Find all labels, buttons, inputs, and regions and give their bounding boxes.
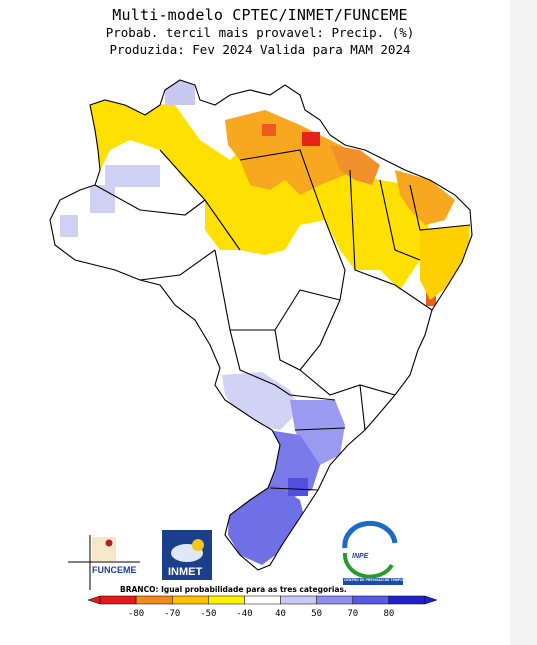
- colorbar-tick-label: -80: [128, 609, 144, 619]
- colorbar-swatch: [99, 595, 137, 605]
- colorbar-tick-label: -50: [200, 609, 216, 619]
- colorbar-swatch: [135, 595, 173, 605]
- colorbar-arrow-right: [424, 595, 438, 605]
- colorbar-arrow-left: [87, 595, 101, 605]
- inmet-label: INMET: [168, 566, 203, 578]
- colorbar-swatch: [352, 595, 390, 605]
- inpe-sublabel: CENTRO DE PREVISAO DE TEMPO: [344, 578, 403, 582]
- inmet-logo: [162, 530, 212, 580]
- page-edge: [510, 0, 537, 645]
- map-title: Multi-modelo CPTEC/INMET/FUNCEME: [112, 6, 408, 24]
- state-boundaries: [49, 79, 473, 571]
- colorbar-tick-label: 80: [383, 609, 394, 619]
- colorbar-swatch: [244, 595, 281, 605]
- inpe-label: INPE: [352, 553, 369, 560]
- funceme-label: FUNCEME: [92, 565, 137, 575]
- colorbar-swatch: [316, 595, 354, 605]
- colorbar-tick-label: -40: [236, 609, 252, 619]
- white-legend-note: BRANCO: Igual probabilidade para as tres…: [120, 585, 347, 594]
- colorbar-tick-label: 70: [347, 609, 358, 619]
- colorbar: -80 -70 -50 -40 40 50 70 80: [87, 595, 438, 619]
- map-subtitle: Probab. tercil mais provavel: Precip. (%…: [105, 25, 415, 40]
- colorbar-tick-label: 40: [275, 609, 286, 619]
- colorbar-tick-label: 50: [311, 609, 322, 619]
- colorbar-swatch: [388, 595, 426, 605]
- colorbar-swatch: [171, 595, 209, 605]
- colorbar-swatch: [280, 595, 317, 605]
- funceme-logo: [68, 535, 140, 590]
- map-validity: Produzida: Fev 2024 Valida para MAM 2024: [109, 42, 411, 57]
- colorbar-tick-label: -70: [164, 609, 180, 619]
- inpe-logo: [342, 520, 403, 585]
- colorbar-swatch: [208, 595, 245, 605]
